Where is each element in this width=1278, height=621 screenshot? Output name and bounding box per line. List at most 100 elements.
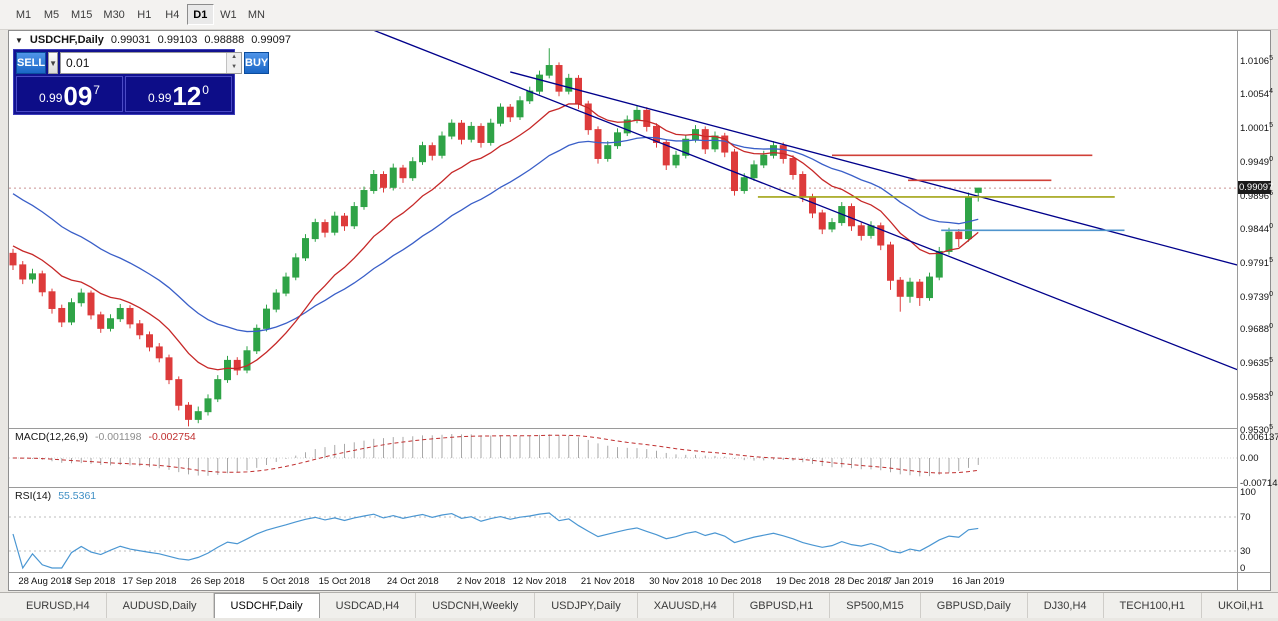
candle (233, 357, 241, 376)
date-axis-label: 19 Dec 2018 (775, 576, 830, 587)
lot-increase-icon[interactable]: ▲ (227, 53, 242, 63)
candle (438, 131, 446, 159)
candle (9, 248, 17, 271)
candle (97, 311, 105, 333)
macd-axis-label: 0.006137 (1240, 431, 1278, 443)
candle (516, 96, 524, 121)
lot-spinner: ▲ ▼ (226, 53, 242, 73)
ohlc-close: 0.99097 (251, 34, 291, 46)
price-axis-label: 0.95830 (1240, 390, 1273, 403)
chart-tab-sp500-m15[interactable]: SP500,M15 (830, 593, 921, 618)
chart-tab-xauusd-h4[interactable]: XAUUSD,H4 (638, 593, 734, 618)
price-axis-label: 0.99490 (1240, 155, 1273, 168)
date-axis[interactable]: 28 Aug 2018 7 Sep 2018 17 Sep 2018 26 Sep 2… (9, 573, 1270, 590)
macd-pane[interactable]: MACD(12,26,9) -0.001198 -0.002754 (9, 429, 1270, 487)
price-axis-label: 0.96355 (1240, 356, 1273, 369)
trade-panel-toggle-icon[interactable]: ▼ (15, 35, 23, 45)
candle (506, 103, 514, 122)
lot-decrease-icon[interactable]: ▼ (227, 63, 242, 73)
chart-tab-ukoil-h1[interactable]: UKOil,H1 (1202, 593, 1278, 618)
timeframe-button-m30[interactable]: M30 (103, 8, 125, 21)
sell-price-display[interactable]: 0.99 09 7 (16, 76, 123, 112)
candle (263, 304, 270, 332)
timeframe-button-w1[interactable]: W1 (220, 8, 237, 21)
timeframe-button-h1[interactable]: H1 (137, 8, 152, 21)
date-axis-label: 15 Oct 2018 (318, 576, 371, 587)
buy-price-big: 12 (172, 81, 202, 111)
lot-dropdown-icon[interactable]: ▼ (48, 52, 59, 74)
price-axis[interactable]: 1.01065 1.00544 1.00015 0.99490 0.98965 0.984… (1238, 31, 1278, 574)
timeframe-button-h4[interactable]: H4 (165, 8, 180, 21)
candle (487, 118, 495, 146)
candle (682, 134, 690, 159)
sell-button[interactable]: SELL (16, 52, 47, 74)
chart-tab-dj30-h4[interactable]: DJ30,H4 (1028, 593, 1104, 618)
macd-histogram (22, 434, 979, 477)
candle (175, 376, 183, 411)
chart-tab-gbpusd-daily[interactable]: GBPUSD,Daily (921, 593, 1028, 618)
candle (828, 218, 836, 233)
chart-tab-usdjpy-daily[interactable]: USDJPY,Daily (535, 593, 638, 618)
chart-tab-usdcad-h4[interactable]: USDCAD,H4 (320, 593, 417, 618)
timeframe-button-m15[interactable]: M15 (71, 8, 93, 21)
ohlc-open: 0.99031 (110, 34, 151, 46)
chart-tab-audusd-daily[interactable]: AUDUSD,Daily (107, 593, 214, 618)
candle (272, 289, 280, 313)
axis-separator (1237, 31, 1238, 590)
date-axis-label: 7 Sep 2018 (66, 576, 116, 587)
timeframe-button-mn[interactable]: MN (247, 8, 265, 21)
candle (614, 128, 621, 149)
candle (409, 157, 417, 181)
candle (536, 70, 543, 95)
candle (555, 62, 563, 97)
candle (204, 394, 212, 416)
rsi-line[interactable] (12, 512, 979, 570)
date-axis-label: 7 Jan 2019 (886, 576, 934, 587)
candle (526, 86, 534, 104)
chart-tab-usdcnh-weekly[interactable]: USDCNH,Weekly (416, 593, 536, 618)
candle (360, 186, 368, 210)
candle (350, 202, 358, 229)
current-price-tag: 0.99097 (1238, 181, 1274, 195)
chart-tab-gbpusd-h1[interactable]: GBPUSD,H1 (734, 593, 831, 618)
timeframe-button-d1[interactable]: D1 (186, 4, 214, 25)
timeframe-button-m5[interactable]: M5 (43, 8, 60, 21)
macd-main-value: -0.001198 (94, 431, 142, 443)
candle (311, 218, 319, 242)
buy-button[interactable]: BUY (244, 52, 270, 74)
chart-tab-usdchf-daily[interactable]: USDCHF,Daily (213, 593, 320, 618)
candlestick-plot[interactable] (9, 31, 1237, 428)
date-axis-label: 2 Nov 2018 (456, 576, 506, 587)
rsi-axis-label: 30 (1240, 546, 1251, 557)
price-chart-pane[interactable]: ▼ USDCHF,Daily 0.99031 0.99103 0.98888 0… (9, 31, 1270, 428)
pane-separator[interactable] (9, 428, 1270, 429)
chart-tab-tech100-h1[interactable]: TECH100,H1 (1104, 593, 1202, 618)
pane-separator[interactable] (9, 487, 1270, 488)
lot-size-input[interactable] (61, 53, 227, 73)
one-click-trade-panel: SELL ▼ ▲ ▼ BUY 0.99097 (13, 49, 270, 115)
timeframe-toolbar: M1 M5 M15 M30 H1 H4 D1 W1 MN (0, 0, 1278, 30)
price-axis-label: 1.00544 (1240, 88, 1273, 101)
macd-signal-line[interactable] (12, 434, 979, 474)
candle (818, 209, 826, 235)
trendline-2[interactable] (510, 71, 1237, 266)
trendline-1[interactable] (373, 31, 1237, 371)
chart-tab-eurusd-h4[interactable]: EURUSD,H4 (10, 593, 107, 618)
ma-fast-line[interactable] (12, 103, 979, 371)
candle (185, 402, 192, 427)
buy-price-display[interactable]: 0.99 12 0 (125, 76, 232, 112)
ma-slow-line[interactable] (12, 136, 979, 333)
candle (623, 115, 631, 137)
timeframe-button-m1[interactable]: M1 (15, 8, 32, 21)
rsi-axis-label: 100 (1240, 486, 1256, 498)
price-axis-label: 1.00015 (1240, 122, 1273, 135)
date-axis-label: 24 Oct 2018 (386, 576, 439, 587)
chart-tab-bar: EURUSD,H4 AUDUSD,Daily USDCHF,Daily USDCAD,… (0, 592, 1278, 618)
price-axis-label: 1.01065 (1240, 54, 1273, 67)
candle (906, 277, 914, 303)
chart-symbol-label: USDCHF,Daily (29, 34, 104, 46)
date-axis-label: 30 Nov 2018 (649, 576, 703, 587)
candle (672, 150, 680, 169)
rsi-pane[interactable]: RSI(14) 55.5361 (9, 488, 1270, 572)
candle (321, 219, 329, 238)
